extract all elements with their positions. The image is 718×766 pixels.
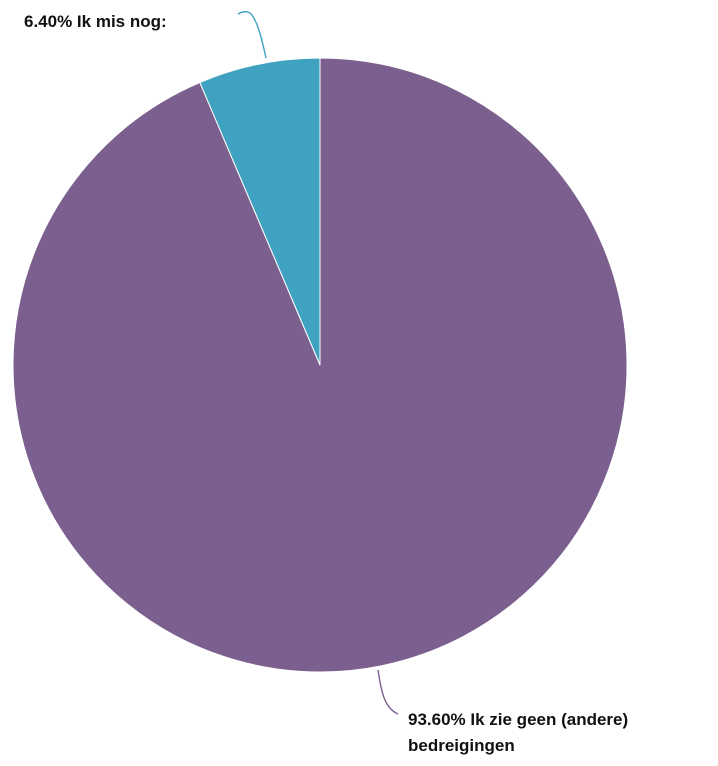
slice-label-1-line-1: 93.60% Ik zie geen (andere) (408, 710, 628, 729)
pie-slices (12, 57, 628, 673)
pie-slice-2 (199, 57, 321, 366)
slice-label-1-line-2: bedreigingen (408, 736, 515, 755)
slice-labels: 93.60% Ik zie geen (andere) bedreigingen 6… (24, 12, 628, 755)
slice-label-2-line-1: 6.40% Ik mis nog: (24, 12, 167, 31)
slice-label-2: 6.40% Ik mis nog: (24, 12, 167, 31)
label-leader-lines (237, 11, 399, 715)
leader-line-1 (377, 669, 399, 715)
leader-line-2 (237, 11, 267, 59)
slice-label-1: 93.60% Ik zie geen (andere) bedreigingen (408, 710, 628, 755)
